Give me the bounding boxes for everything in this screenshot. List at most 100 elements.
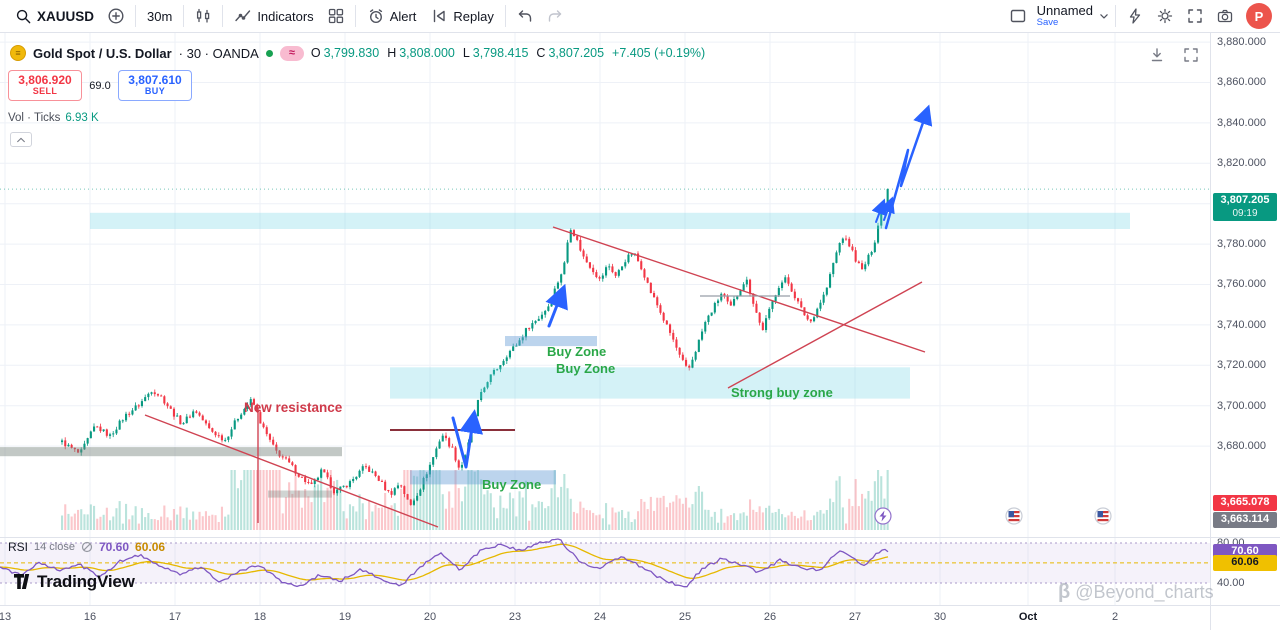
toolbar-divider: [354, 5, 356, 27]
plus-circle-icon: [108, 8, 124, 24]
candles-icon: [197, 8, 210, 23]
replay-button[interactable]: Replay: [423, 3, 500, 29]
event-us-flag-icon[interactable]: [1005, 507, 1023, 525]
low-value: 3,798.415: [472, 46, 529, 60]
symbol-search-button[interactable]: XAUUSD: [8, 3, 101, 29]
chevron-down-icon[interactable]: [1097, 9, 1111, 23]
buy-zone-mid[interactable]: [505, 336, 597, 347]
text-strong-buy-zone[interactable]: Strong buy zone: [731, 385, 833, 400]
indicators-label: Indicators: [257, 8, 314, 24]
trendline-descending-main[interactable]: [552, 226, 926, 353]
replay-icon: [434, 9, 446, 23]
quick-search-button[interactable]: [1120, 3, 1150, 29]
buy-zone-bottom[interactable]: [410, 470, 556, 485]
time-axis[interactable]: 13 16 17 18 19 20 23 24 25 26 27 30 Oct 2: [0, 605, 1210, 630]
indicators-button[interactable]: Indicators: [227, 3, 320, 29]
chart-type-button[interactable]: [188, 3, 218, 29]
user-avatar[interactable]: P: [1246, 3, 1272, 29]
small-up-arrow-2[interactable]: [879, 196, 895, 221]
alert-button[interactable]: Alert: [360, 3, 424, 29]
text-buy-zone-mid[interactable]: Buy Zone: [547, 344, 606, 359]
author-watermark: β @Beyond_charts: [1058, 581, 1214, 604]
alarm-clock-icon: [369, 9, 382, 24]
event-lightning-icon[interactable]: [874, 507, 892, 525]
price-axis-label: 3,720.000: [1217, 359, 1266, 372]
snapshot-button[interactable]: [1210, 3, 1240, 29]
event-us-flag-icon[interactable]: [1094, 507, 1112, 525]
strong-buy-zone[interactable]: [390, 367, 910, 399]
volume-label: Vol · Ticks: [8, 112, 61, 124]
sell-button[interactable]: 3,806.920 SELL: [8, 70, 82, 101]
v-shape-arrow[interactable]: [451, 409, 484, 469]
add-symbol-button[interactable]: [101, 3, 131, 29]
save-layout-link[interactable]: Save: [1036, 16, 1059, 28]
up-arrow-mid[interactable]: [545, 283, 568, 328]
maximize-icon[interactable]: [1182, 46, 1200, 64]
time-axis-label: 26: [763, 611, 777, 623]
single-layout-icon: [1010, 9, 1025, 23]
rsi-params: 14 close: [34, 541, 75, 553]
buy-button[interactable]: 3,807.610 BUY: [118, 70, 192, 101]
low-label: L: [462, 46, 470, 60]
text-new-resistance[interactable]: New resistance: [244, 400, 343, 415]
pane-separator[interactable]: [0, 537, 1280, 538]
symbol-title[interactable]: Gold Spot / U.S. Dollar: [33, 45, 172, 61]
text-buy-zone-bottom[interactable]: Buy Zone: [482, 477, 541, 492]
time-axis-label: 23: [508, 611, 522, 623]
open-label: O: [310, 46, 321, 60]
main-area: New resistance Buy Zone Buy Zone Strong buy…: [0, 33, 1280, 630]
gear-icon: [1157, 8, 1173, 24]
volume-bars[interactable]: [61, 470, 889, 530]
price-axis[interactable]: 3,880.000 3,860.000 3,840.000 3,820.000 3,80…: [1210, 33, 1280, 630]
top-toolbar: XAUUSD 30m Indicators Alert Replay: [0, 0, 1280, 33]
indicator-templates-button[interactable]: [321, 3, 351, 29]
marked-price-badge: 3,663.114: [1213, 512, 1277, 528]
price-axis-label: 3,840.000: [1217, 116, 1266, 129]
marked-price-badge: 3,665.078: [1213, 495, 1277, 511]
trendline-descending-left[interactable]: [144, 414, 439, 528]
fullscreen-button[interactable]: [1180, 3, 1210, 29]
gray-band-low[interactable]: [268, 490, 332, 498]
time-axis-label: 27: [848, 611, 862, 623]
chart-corner-controls: [1148, 46, 1200, 64]
text-buy-zone-band[interactable]: Buy Zone: [556, 361, 615, 376]
circle-slash-icon[interactable]: [81, 541, 93, 553]
projection-arrow[interactable]: [884, 104, 933, 230]
camera-icon: [1217, 9, 1233, 23]
toolbar-divider: [1115, 5, 1116, 27]
settings-button[interactable]: [1150, 3, 1180, 29]
tradingview-logo[interactable]: TradingView: [13, 572, 135, 592]
download-icon[interactable]: [1148, 46, 1166, 64]
tradingview-mark-icon: [14, 574, 30, 589]
time-axis-label: Oct: [1018, 611, 1038, 623]
collapse-legend-button[interactable]: [10, 132, 32, 147]
redo-button[interactable]: [540, 3, 570, 29]
time-axis-label: 18: [253, 611, 267, 623]
high-label: H: [387, 46, 397, 60]
volume-value: 6.93 K: [65, 112, 99, 124]
pane-separator[interactable]: [0, 605, 1280, 606]
time-axis-label: 2: [1111, 611, 1119, 623]
undo-button[interactable]: [510, 3, 540, 29]
price-axis-label: 3,860.000: [1217, 76, 1266, 89]
interval-button[interactable]: 30m: [140, 3, 179, 29]
price-axis-label: 3,760.000: [1217, 278, 1266, 291]
gray-band-left[interactable]: [0, 447, 342, 457]
indicators-icon: [235, 10, 251, 22]
layout-select-button[interactable]: [1003, 3, 1033, 29]
layout-name-button[interactable]: Unnamed Save: [1033, 4, 1097, 28]
rsi-name[interactable]: RSI: [8, 540, 29, 554]
approx-data-badge[interactable]: ≈: [279, 45, 304, 61]
time-axis-label: 30: [933, 611, 947, 623]
chart-area[interactable]: New resistance Buy Zone Buy Zone Strong buy…: [0, 33, 1210, 630]
sell-label: SELL: [32, 86, 58, 97]
price-axis-label: 3,680.000: [1217, 440, 1266, 453]
high-value: 3,808.000: [399, 46, 455, 60]
replay-label: Replay: [453, 8, 494, 24]
time-axis-label: 19: [338, 611, 352, 623]
candlesticks[interactable]: [61, 188, 889, 506]
trendline-ascending[interactable]: [727, 281, 923, 389]
chart-canvas[interactable]: New resistance Buy Zone Buy Zone Strong buy…: [0, 33, 1210, 630]
resistance-zone[interactable]: [90, 212, 1130, 229]
